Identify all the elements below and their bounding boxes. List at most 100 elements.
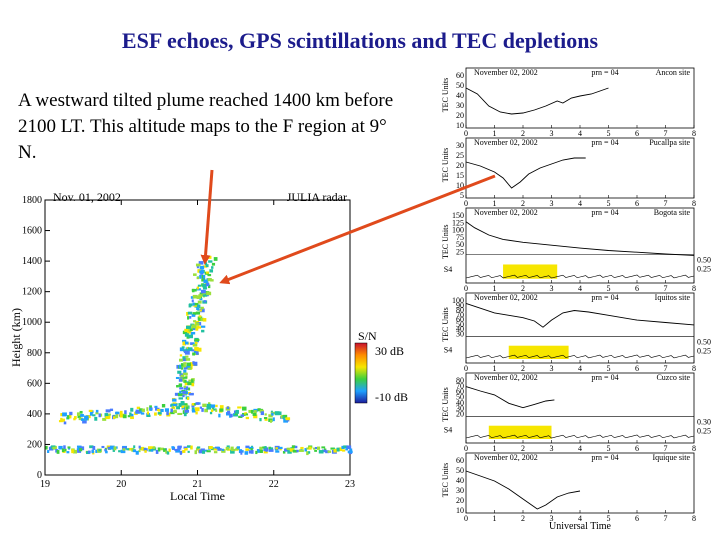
panel-ytick: 50	[456, 466, 464, 475]
low-layer-echo	[67, 446, 71, 449]
low-layer-echo	[128, 447, 133, 451]
panel-ytick: 30	[456, 101, 464, 110]
panel-ytick: 30	[456, 329, 464, 338]
plume-echo	[179, 390, 182, 394]
plume-echo	[183, 412, 187, 417]
plume-echo	[181, 407, 186, 410]
s4-tick: 0.25	[697, 426, 711, 435]
plume-echo	[176, 385, 179, 388]
low-layer-echo	[45, 445, 48, 450]
plume-echo	[184, 333, 189, 337]
x-tick-label: 1	[493, 514, 497, 523]
plume-echo	[192, 312, 198, 315]
plume-echo	[196, 295, 202, 300]
bottom-side-echo	[98, 413, 101, 418]
bottom-side-echo	[69, 411, 73, 416]
low-layer-echo	[230, 446, 234, 450]
bottom-side-echo	[259, 417, 262, 422]
low-layer-echo	[56, 450, 60, 454]
low-layer-echo	[308, 451, 311, 454]
low-layer-echo	[210, 447, 215, 451]
bottom-side-echo	[92, 414, 96, 417]
bottom-side-echo	[286, 419, 290, 422]
low-layer-echo	[132, 449, 137, 453]
low-layer-echo	[76, 448, 81, 451]
low-layer-echo	[155, 449, 159, 454]
plume-echo	[180, 374, 185, 378]
low-layer-echo	[292, 449, 298, 453]
plume-echo	[199, 297, 203, 301]
low-layer-echo	[66, 451, 70, 454]
low-layer-echo	[236, 446, 240, 449]
plume-echo	[201, 325, 206, 328]
plume-echo	[193, 320, 197, 323]
plume-echo	[179, 354, 183, 357]
plume-echo	[186, 334, 190, 339]
panel-prn: prn = 04	[591, 68, 618, 77]
low-layer-echo	[151, 448, 154, 452]
low-layer-echo	[323, 449, 327, 452]
bottom-side-echo	[154, 405, 158, 408]
x-tick-label: 8	[692, 199, 696, 208]
panel-ytick: 70	[456, 382, 464, 391]
x-tick-label: 5	[607, 129, 611, 138]
x-tick-label: 7	[664, 199, 668, 208]
plume-echo	[192, 343, 198, 347]
low-layer-echo	[318, 450, 324, 454]
bottom-side-echo	[122, 414, 127, 419]
panel-ytick: 25	[456, 248, 464, 257]
x-tick-label: 6	[635, 129, 639, 138]
gps-x-axis-label: Universal Time	[549, 521, 612, 532]
bottom-side-echo	[179, 403, 183, 407]
panel-ytick: 50	[456, 393, 464, 402]
low-layer-echo	[126, 448, 130, 451]
x-tick-label: 3	[550, 284, 554, 293]
bottom-side-echo	[89, 412, 93, 416]
low-layer-echo	[166, 451, 170, 455]
bottom-side-echo	[77, 415, 81, 419]
bottom-side-echo	[235, 409, 239, 414]
low-layer-echo	[321, 446, 326, 449]
bottom-side-echo	[229, 413, 233, 418]
low-layer-echo	[77, 449, 82, 453]
plume-echo	[181, 405, 185, 409]
x-tick-label: 8	[692, 444, 696, 453]
low-layer-echo	[268, 446, 272, 451]
bottom-side-echo	[237, 406, 242, 409]
x-tick-label: 1	[493, 129, 497, 138]
plume-echo	[205, 264, 209, 267]
plume-echo	[192, 302, 196, 306]
low-layer-echo	[279, 447, 282, 451]
plume-echo	[182, 356, 186, 360]
bottom-side-echo	[154, 412, 157, 416]
low-layer-echo	[341, 445, 345, 449]
plume-echo	[192, 288, 195, 293]
radar-chart: 19 20 21 22 23 0 200 400 600 800 1000 1200 1400 1600 1…	[9, 190, 408, 503]
low-layer-echo	[175, 449, 181, 453]
low-layer-echo	[314, 446, 318, 450]
plume-echo	[190, 342, 195, 345]
plume-echo	[178, 364, 182, 369]
bottom-side-echo	[206, 406, 212, 410]
bottom-side-echo	[252, 412, 257, 416]
radar-plot-frame	[44, 199, 351, 476]
x-tick-label: 7	[664, 129, 668, 138]
low-layer-echo	[343, 445, 349, 449]
plume-echo	[191, 299, 194, 303]
plume-echo	[190, 379, 194, 383]
s4-trace	[465, 434, 695, 439]
bottom-side-echo	[251, 409, 254, 414]
plume-echo	[179, 387, 183, 390]
plume-echo	[195, 311, 201, 315]
bottom-side-echo	[195, 402, 200, 405]
bottom-side-echo	[227, 410, 231, 415]
bottom-side-echo	[108, 415, 111, 419]
bottom-side-echo	[149, 408, 152, 411]
bottom-side-echo	[199, 406, 202, 409]
bottom-side-echo	[115, 413, 119, 416]
x-tick-label: 4	[578, 364, 582, 373]
low-layer-echo	[333, 448, 337, 453]
low-layer-echo	[346, 445, 352, 450]
x-tick-label: 1	[493, 199, 497, 208]
low-layer-echo	[245, 445, 250, 449]
